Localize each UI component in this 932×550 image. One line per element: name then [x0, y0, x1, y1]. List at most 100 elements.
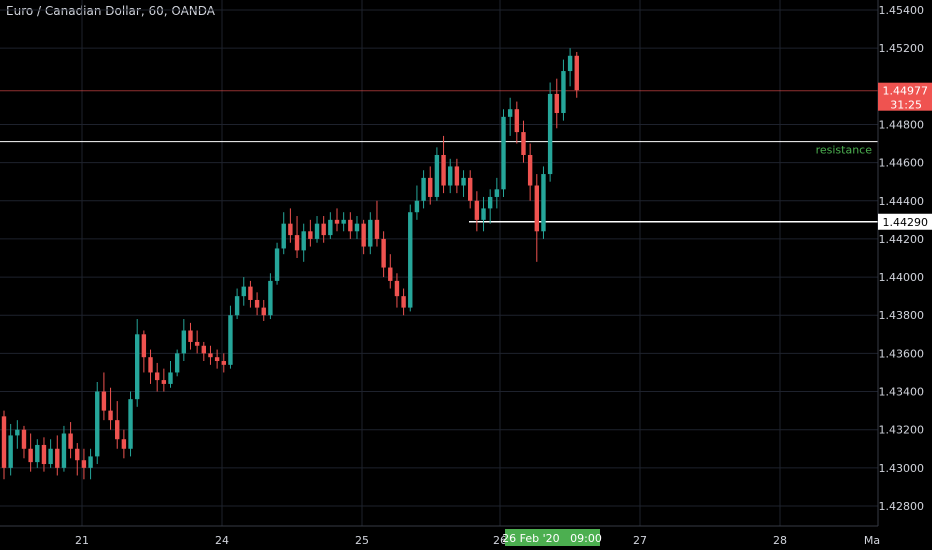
x-tick-label: 27	[633, 534, 647, 547]
candle-body	[454, 166, 460, 186]
candle-body	[154, 372, 160, 381]
x-tick-label: 26	[493, 534, 507, 547]
candle	[241, 277, 246, 306]
candle-body	[574, 55, 579, 91]
candle-body	[321, 223, 326, 236]
candle	[234, 288, 240, 320]
crosshair-price-badge	[878, 213, 932, 230]
candle	[194, 330, 200, 354]
candle	[547, 82, 553, 182]
candle-body	[141, 334, 147, 358]
candle-body	[507, 109, 513, 117]
candle-body	[135, 334, 140, 400]
candle	[248, 280, 253, 308]
candle-body	[541, 174, 546, 232]
candle-body	[521, 132, 526, 155]
candle	[135, 319, 140, 407]
candle-body	[388, 267, 393, 281]
candle	[388, 254, 393, 289]
candle-body	[481, 208, 486, 220]
candle	[148, 349, 153, 384]
time-axis[interactable]: 21 24 25 26 27 28 Ma	[75, 534, 880, 547]
candle-body	[408, 212, 413, 308]
countdown-label: 31:25	[890, 99, 922, 112]
candle	[281, 212, 286, 255]
candle-body	[201, 345, 206, 354]
candle-body	[274, 248, 280, 281]
candle-body	[128, 399, 133, 449]
candle-body	[168, 372, 173, 384]
x-tick-label: 25	[355, 534, 369, 547]
candle	[401, 288, 406, 316]
y-tick-label: 1.43400	[879, 386, 925, 399]
candle-body	[21, 429, 27, 449]
candle-body	[381, 238, 386, 268]
price-axis[interactable]: 1.45400 1.45200 1.44800 1.44600 1.44400 1.442…	[879, 4, 925, 513]
candle-body	[441, 154, 446, 186]
candle-body	[241, 286, 246, 297]
candle	[188, 322, 193, 350]
candle	[288, 208, 293, 243]
candle	[574, 51, 579, 98]
candle	[274, 242, 280, 285]
candle-body	[88, 456, 93, 468]
candle	[101, 372, 107, 421]
x-tick-label: Ma	[864, 534, 880, 547]
candle	[527, 143, 533, 201]
candle-body	[261, 307, 266, 316]
candle	[154, 362, 160, 392]
candle-body	[35, 444, 40, 463]
candle	[254, 292, 260, 316]
crosshair-price-label: 1.44290	[883, 216, 929, 229]
candle	[301, 223, 306, 262]
candle-body	[61, 433, 67, 468]
candle-body	[414, 200, 420, 213]
y-tick-label: 1.44600	[879, 157, 925, 170]
candle	[421, 170, 426, 209]
candle-body	[308, 231, 313, 239]
candle-body	[181, 330, 187, 354]
candle-body	[334, 219, 340, 224]
candle-body	[527, 154, 533, 186]
candle-body	[28, 448, 33, 463]
candle-body	[188, 330, 193, 342]
candle	[521, 120, 526, 163]
candle	[428, 166, 433, 205]
candle	[374, 200, 380, 247]
candle	[21, 425, 27, 459]
candle-body	[75, 448, 80, 461]
candle-body	[421, 177, 426, 201]
current-price-badge	[878, 82, 932, 111]
y-tick-label: 1.44400	[879, 195, 925, 208]
y-tick-label: 1.44200	[879, 233, 925, 246]
candle	[561, 59, 566, 121]
candle-body	[554, 93, 559, 114]
candle-body	[354, 223, 360, 232]
candle	[361, 219, 366, 255]
x-tick-label: 28	[773, 534, 787, 547]
candle	[334, 208, 340, 232]
candle	[434, 147, 440, 201]
candle	[174, 349, 180, 377]
candle-body	[288, 223, 293, 236]
candle-body	[174, 353, 180, 373]
candle-body	[228, 315, 233, 365]
candle	[61, 425, 67, 472]
candle-body	[534, 185, 539, 232]
candle	[268, 273, 273, 320]
candle-body	[361, 223, 366, 247]
candle-body	[254, 299, 260, 308]
candle-body	[95, 391, 100, 457]
chart-title: Euro / Canadian Dollar, 60, OANDA	[6, 4, 216, 18]
candle-body	[348, 219, 353, 232]
candle	[108, 387, 113, 430]
candle-body	[214, 357, 220, 362]
candle	[75, 443, 80, 476]
candle	[321, 216, 326, 243]
candle	[214, 349, 220, 369]
candle-body	[401, 296, 406, 308]
candle	[341, 212, 346, 232]
y-tick-label: 1.42800	[879, 500, 925, 513]
candle	[514, 101, 520, 144]
